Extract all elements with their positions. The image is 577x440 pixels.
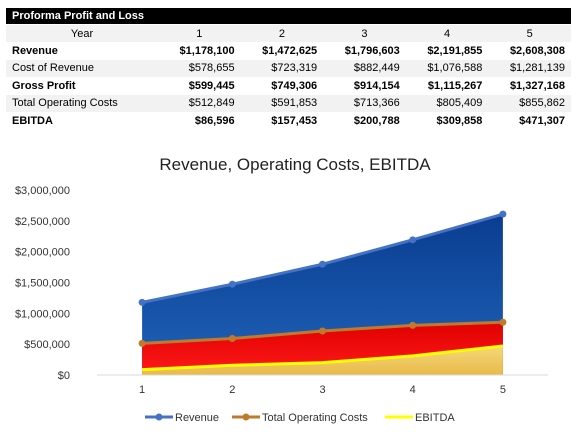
row-value: $882,449 <box>323 59 406 78</box>
legend-label: Total Operating Costs <box>262 412 368 424</box>
row-value: $1,327,168 <box>509 79 565 92</box>
row-value: $599,445 <box>188 79 235 92</box>
data-point <box>228 280 236 288</box>
legend-marker <box>242 413 250 421</box>
row-value: $2,608,308 <box>509 45 565 58</box>
x-tick-label: 5 <box>500 384 506 396</box>
row-label: Gross Profit <box>12 79 76 92</box>
table-row-cost-of-revenue: Cost of Revenue $578,655 $723,319 $882,4… <box>6 59 571 78</box>
year-row: Year 1 2 3 4 5 <box>6 25 571 43</box>
chart-title: Revenue, Operating Costs, EBITDA <box>159 155 431 174</box>
x-tick-label: 1 <box>139 384 145 396</box>
row-value: $1,281,139 <box>488 59 571 78</box>
row-value: $713,366 <box>323 94 406 112</box>
x-tick-label: 4 <box>410 384 416 396</box>
table-row-gross-profit: Gross Profit $599,445 $749,306 $914,154 … <box>6 77 571 94</box>
data-point <box>409 236 417 244</box>
area-chart: Revenue, Operating Costs, EBITDA $0 $500,… <box>15 155 548 424</box>
row-value: $805,409 <box>405 94 489 112</box>
row-label: Total Operating Costs <box>6 94 158 112</box>
row-value: $749,306 <box>271 79 318 92</box>
y-tick-label: $2,000,000 <box>15 247 70 259</box>
x-tick-label: 2 <box>229 384 235 396</box>
pl-table-title: Proforma Profit and Loss <box>6 8 571 24</box>
row-value: $1,178,100 <box>179 45 235 58</box>
data-point <box>319 327 326 335</box>
row-value: $309,858 <box>436 114 483 127</box>
row-value: $578,655 <box>158 59 241 78</box>
y-tick-label: $3,000,000 <box>15 185 70 197</box>
data-point <box>499 210 507 218</box>
year-cell: 4 <box>405 25 489 43</box>
row-value: $512,849 <box>158 94 241 112</box>
data-point <box>138 339 146 347</box>
row-value: $200,788 <box>353 114 400 127</box>
year-cell: 5 <box>488 25 571 43</box>
year-label: Year <box>6 25 158 43</box>
row-value: $723,319 <box>240 59 324 78</box>
data-point <box>319 260 326 268</box>
row-value: $1,115,267 <box>427 79 483 92</box>
legend-label: EBITDA <box>415 412 455 424</box>
table-row-total-operating-costs: Total Operating Costs $512,849 $591,853 … <box>6 94 571 112</box>
y-tick-label: $1,000,000 <box>15 308 70 320</box>
series-line-2 <box>142 344 504 372</box>
row-label: Cost of Revenue <box>6 59 158 78</box>
row-value: $914,154 <box>353 79 400 92</box>
row-value: $2,191,855 <box>427 45 483 58</box>
row-value: $86,596 <box>194 114 235 127</box>
table-row-ebitda: EBITDA $86,596 $157,453 $200,788 $309,85… <box>6 112 571 129</box>
data-point <box>499 318 507 326</box>
row-value: $1,076,588 <box>405 59 489 78</box>
row-value: $1,472,625 <box>262 45 318 58</box>
row-value: $471,307 <box>519 114 565 127</box>
year-cell: 1 <box>158 25 241 43</box>
row-value: $855,862 <box>488 94 571 112</box>
y-tick-label: $500,000 <box>24 339 70 351</box>
series-area-2 <box>142 345 503 375</box>
legend: Revenue Total Operating Costs EBITDA <box>145 412 455 424</box>
table-row-revenue: Revenue $1,178,100 $1,472,625 $1,796,603… <box>6 42 571 59</box>
year-cell: 2 <box>240 25 324 43</box>
data-point <box>138 298 146 306</box>
legend-marker <box>155 413 163 421</box>
row-value: $157,453 <box>271 114 318 127</box>
data-point <box>228 335 236 343</box>
y-tick-label: $1,500,000 <box>15 278 70 290</box>
y-tick-label: $0 <box>58 370 70 382</box>
axes: $0 $500,000 $1,000,000 $1,500,000 $2,000,000… <box>15 185 548 396</box>
year-cell: 3 <box>323 25 406 43</box>
y-tick-label: $2,500,000 <box>15 216 70 228</box>
row-value: $1,796,603 <box>344 45 400 58</box>
pl-table: Year 1 2 3 4 5 Revenue $1,178,100 $1,472… <box>6 25 571 129</box>
row-value: $591,853 <box>240 94 324 112</box>
row-label: Revenue <box>12 45 58 58</box>
plot-area <box>138 210 507 375</box>
x-tick-label: 3 <box>319 384 325 396</box>
row-label: EBITDA <box>12 114 53 127</box>
legend-label: Revenue <box>175 412 219 424</box>
data-point <box>409 321 417 329</box>
